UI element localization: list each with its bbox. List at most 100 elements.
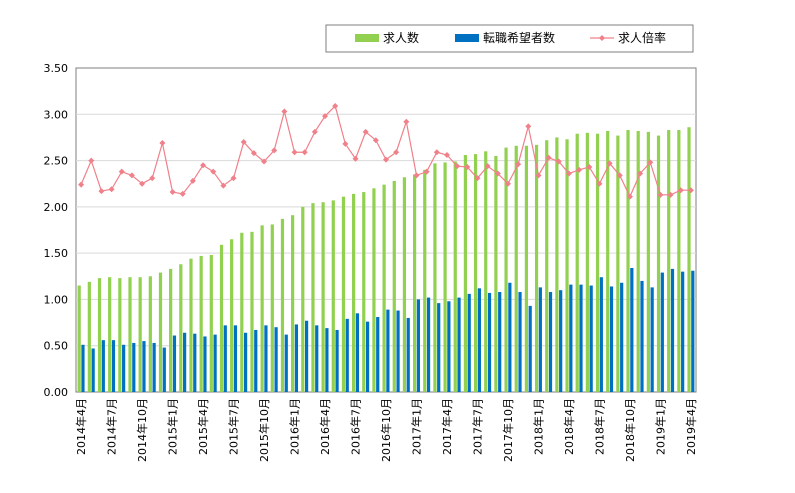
bar-job-openings bbox=[270, 224, 274, 392]
bar-job-openings bbox=[169, 268, 173, 392]
x-tick-label: 2016年1月 bbox=[288, 398, 302, 455]
bar-job-seekers bbox=[355, 313, 360, 392]
bar-job-seekers bbox=[498, 292, 502, 392]
ratio-point bbox=[362, 128, 369, 135]
x-tick-label: 2014年7月 bbox=[105, 398, 119, 455]
y-tick-label: 2.50 bbox=[44, 155, 69, 168]
bar-job-openings bbox=[362, 192, 366, 392]
bar-job-seekers bbox=[244, 332, 248, 392]
x-tick-label: 2014年10月 bbox=[135, 398, 149, 462]
bar-job-seekers bbox=[437, 303, 441, 392]
series-bars-job-openings bbox=[77, 127, 691, 393]
ratio-point bbox=[647, 159, 654, 166]
bar-job-seekers bbox=[81, 344, 85, 392]
bar-job-seekers bbox=[172, 335, 177, 392]
bar-job-openings bbox=[250, 231, 254, 392]
ratio-point bbox=[139, 180, 146, 187]
y-axis-ticks: 0.00 0.50 1.00 1.50 2.00 2.50 3.00 3.50 bbox=[44, 62, 69, 399]
bar-job-seekers bbox=[365, 321, 370, 392]
x-tick-label: 2019年4月 bbox=[684, 398, 698, 455]
ratio-point bbox=[423, 168, 430, 175]
ratio-point bbox=[200, 162, 207, 169]
bar-job-seekers bbox=[528, 305, 532, 392]
bar-job-openings bbox=[463, 155, 468, 392]
ratio-point bbox=[220, 182, 227, 189]
bar-job-seekers bbox=[203, 336, 207, 392]
ratio-point bbox=[169, 189, 176, 196]
bar-job-seekers bbox=[457, 297, 461, 392]
ratio-point bbox=[311, 128, 318, 135]
bar-job-seekers bbox=[111, 340, 116, 392]
bar-job-openings bbox=[382, 184, 386, 392]
x-tick-label: 2018年1月 bbox=[531, 398, 545, 455]
bar-job-seekers bbox=[609, 286, 614, 392]
bar-job-openings bbox=[494, 155, 498, 392]
x-tick-label: 2017年10月 bbox=[501, 398, 515, 462]
ratio-point bbox=[687, 187, 694, 194]
ratio-point bbox=[555, 158, 562, 165]
legend-swatch bbox=[455, 34, 479, 42]
plot-area bbox=[75, 67, 697, 393]
y-tick-label: 0.00 bbox=[44, 386, 69, 399]
ratio-point bbox=[535, 172, 542, 179]
ratio-point bbox=[576, 166, 583, 173]
bar-job-openings bbox=[189, 258, 193, 392]
bar-job-openings bbox=[138, 277, 142, 392]
bar-job-seekers bbox=[599, 277, 603, 392]
x-tick-label: 2019年1月 bbox=[653, 398, 667, 455]
bar-job-openings bbox=[260, 225, 264, 392]
bar-job-openings bbox=[97, 278, 102, 392]
bar-job-openings bbox=[108, 277, 112, 392]
bar-job-openings bbox=[473, 154, 478, 392]
ratio-point bbox=[128, 172, 135, 179]
bar-job-openings bbox=[77, 285, 81, 392]
bar-job-openings bbox=[656, 135, 661, 392]
y-tick-label: 1.00 bbox=[44, 293, 69, 306]
bar-job-seekers bbox=[620, 282, 624, 392]
x-tick-label: 2018年4月 bbox=[562, 398, 576, 455]
x-tick-label: 2014年4月 bbox=[74, 398, 88, 455]
bar-job-openings bbox=[87, 281, 91, 392]
bar-job-seekers bbox=[630, 267, 634, 392]
bar-job-seekers bbox=[650, 287, 654, 392]
bar-job-seekers bbox=[284, 334, 288, 392]
ratio-point bbox=[657, 191, 664, 198]
legend: 求人数 転職希望者数 求人倍率 bbox=[325, 24, 694, 53]
bar-job-openings bbox=[595, 133, 600, 392]
y-tick-label: 3.50 bbox=[44, 62, 69, 75]
ratio-point bbox=[515, 161, 522, 168]
ratio-point bbox=[291, 149, 298, 156]
ratio-point bbox=[383, 156, 389, 163]
bar-job-openings bbox=[118, 278, 122, 392]
bar-job-seekers bbox=[538, 287, 542, 392]
bar-job-seekers bbox=[233, 325, 238, 392]
ratio-point bbox=[525, 123, 532, 130]
y-tick-label: 0.50 bbox=[44, 340, 69, 353]
bar-job-openings bbox=[240, 232, 244, 392]
ratio-point bbox=[230, 175, 237, 182]
bar-job-seekers bbox=[477, 288, 481, 392]
bar-job-openings bbox=[626, 130, 630, 392]
bar-job-seekers bbox=[315, 325, 319, 392]
bar-job-seekers bbox=[386, 309, 390, 392]
bar-job-openings bbox=[341, 196, 346, 392]
bar-job-seekers bbox=[467, 293, 471, 392]
bar-job-openings bbox=[291, 215, 295, 392]
bar-job-openings bbox=[565, 139, 569, 392]
bar-job-seekers bbox=[487, 292, 492, 392]
bar-job-seekers bbox=[376, 317, 380, 392]
ratio-point bbox=[677, 187, 684, 194]
ratio-point bbox=[159, 139, 166, 146]
bar-job-openings bbox=[453, 161, 457, 392]
bar-job-openings bbox=[402, 177, 407, 392]
bar-job-openings bbox=[585, 132, 589, 393]
x-tick-label: 2015年1月 bbox=[166, 398, 180, 455]
legend-swatch bbox=[355, 34, 379, 42]
ratio-point bbox=[271, 147, 278, 154]
ratio-point bbox=[210, 168, 217, 175]
x-tick-label: 2018年7月 bbox=[592, 398, 606, 455]
bar-job-openings bbox=[301, 206, 305, 392]
bar-job-seekers bbox=[142, 341, 146, 392]
bar-job-seekers bbox=[254, 329, 258, 392]
bar-job-openings bbox=[199, 255, 203, 392]
